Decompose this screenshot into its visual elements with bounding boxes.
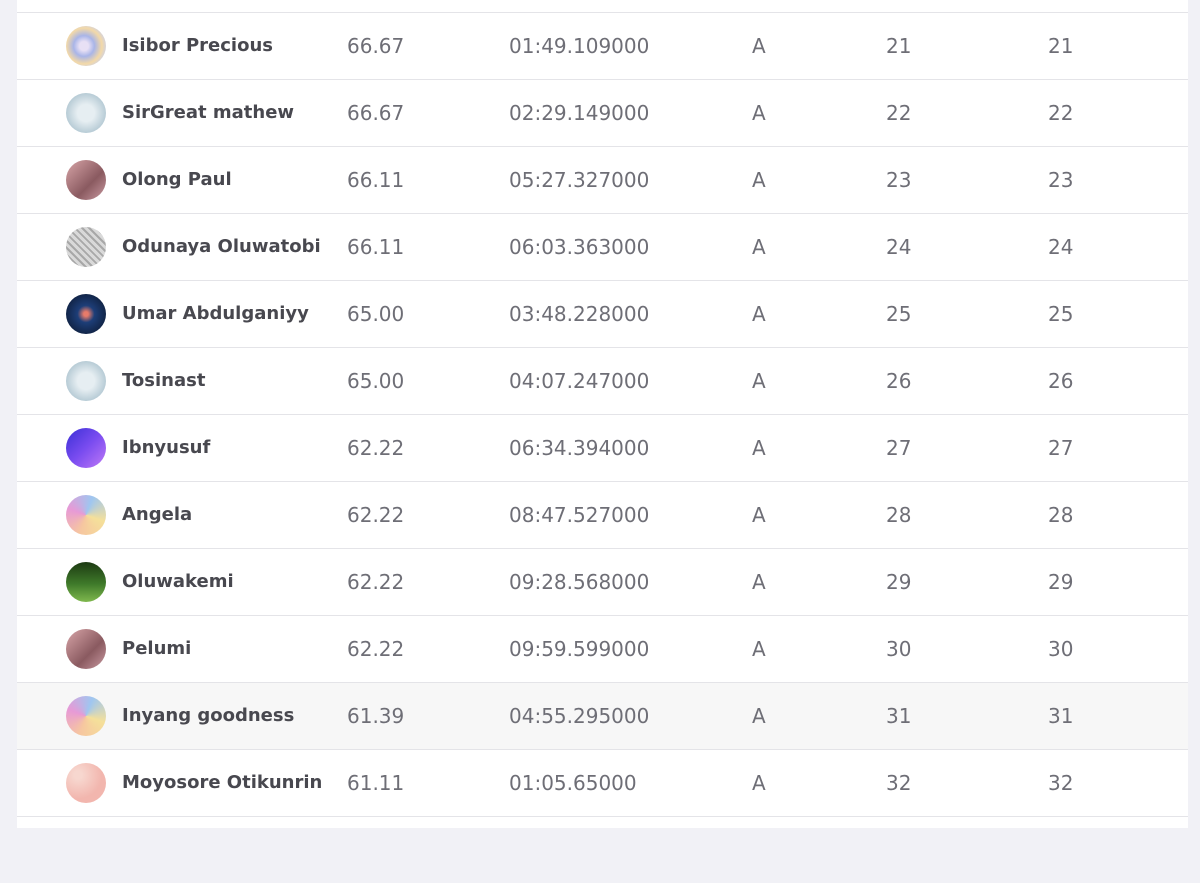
time: 01:49.109000 <box>509 34 650 58</box>
table-row: Odunaya Oluwatobi 66.11 06:03.363000 A 24 24 <box>17 213 1188 280</box>
avatar <box>66 696 106 736</box>
grade: A <box>752 101 766 125</box>
table-row: Isibor Precious 66.67 01:49.109000 A 21 21 <box>17 12 1188 79</box>
avatar <box>66 562 106 602</box>
grade: A <box>752 503 766 527</box>
time: 01:05.65000 <box>509 771 637 795</box>
time: 02:29.149000 <box>509 101 650 125</box>
score: 61.11 <box>347 771 405 795</box>
position: 24 <box>1048 235 1074 259</box>
grade: A <box>752 369 766 393</box>
score: 65.00 <box>347 369 405 393</box>
position: 22 <box>1048 101 1074 125</box>
user-name: Tosinast <box>122 370 206 391</box>
time: 06:34.394000 <box>509 436 650 460</box>
position: 28 <box>1048 503 1074 527</box>
avatar <box>66 495 106 535</box>
time: 04:07.247000 <box>509 369 650 393</box>
grade: A <box>752 235 766 259</box>
time: 09:28.568000 <box>509 570 650 594</box>
user-name: Moyosore Otikunrin <box>122 772 323 793</box>
avatar <box>66 93 106 133</box>
rank: 28 <box>886 503 912 527</box>
avatar <box>66 227 106 267</box>
time: 06:03.363000 <box>509 235 650 259</box>
score: 66.67 <box>347 34 405 58</box>
rank: 31 <box>886 704 912 728</box>
rank: 27 <box>886 436 912 460</box>
grade: A <box>752 436 766 460</box>
user-name: Olong Paul <box>122 169 232 190</box>
avatar <box>66 629 106 669</box>
table-row: SirGreat mathew 66.67 02:29.149000 A 22 22 <box>17 79 1188 146</box>
score: 62.22 <box>347 503 405 527</box>
rank: 32 <box>886 771 912 795</box>
time: 05:27.327000 <box>509 168 650 192</box>
table-row: Tosinast 65.00 04:07.247000 A 26 26 <box>17 347 1188 414</box>
rank: 21 <box>886 34 912 58</box>
grade: A <box>752 168 766 192</box>
user-name: SirGreat mathew <box>122 102 295 123</box>
time: 04:55.295000 <box>509 704 650 728</box>
table-row: Angela 62.22 08:47.527000 A 28 28 <box>17 481 1188 548</box>
score: 61.39 <box>347 704 405 728</box>
user-name: Isibor Precious <box>122 35 273 56</box>
table-row: Moyosore Otikunrin 61.11 01:05.65000 A 32 32 <box>17 749 1188 816</box>
grade: A <box>752 704 766 728</box>
rank: 30 <box>886 637 912 661</box>
user-name: Oluwakemi <box>122 571 234 592</box>
grade: A <box>752 637 766 661</box>
score: 65.00 <box>347 302 405 326</box>
time: 03:48.228000 <box>509 302 650 326</box>
page: Isibor Precious 66.67 01:49.109000 A 21 21 Sir… <box>17 0 1188 828</box>
user-name: Umar Abdulganiyy <box>122 303 309 324</box>
grade: A <box>752 570 766 594</box>
score: 66.11 <box>347 168 405 192</box>
position: 21 <box>1048 34 1074 58</box>
user-name: Angela <box>122 504 193 525</box>
table-row: Olong Paul 66.11 05:27.327000 A 23 23 <box>17 146 1188 213</box>
position: 23 <box>1048 168 1074 192</box>
rank: 24 <box>886 235 912 259</box>
score: 62.22 <box>347 637 405 661</box>
time: 09:59.599000 <box>509 637 650 661</box>
rank: 25 <box>886 302 912 326</box>
score: 66.67 <box>347 101 405 125</box>
table-row: Ibnyusuf 62.22 06:34.394000 A 27 27 <box>17 414 1188 481</box>
rank: 23 <box>886 168 912 192</box>
user-name: Odunaya Oluwatobi <box>122 236 321 257</box>
score: 66.11 <box>347 235 405 259</box>
table-row: Umar Abdulganiyy 65.00 03:48.228000 A 25 25 <box>17 280 1188 347</box>
rank: 22 <box>886 101 912 125</box>
table-row: Pelumi 62.22 09:59.599000 A 30 30 <box>17 615 1188 682</box>
time: 08:47.527000 <box>509 503 650 527</box>
position: 29 <box>1048 570 1074 594</box>
table-row-divider <box>17 816 1188 883</box>
position: 30 <box>1048 637 1074 661</box>
avatar <box>66 428 106 468</box>
score: 62.22 <box>347 436 405 460</box>
avatar <box>66 160 106 200</box>
grade: A <box>752 302 766 326</box>
position: 31 <box>1048 704 1074 728</box>
table-row: Oluwakemi 62.22 09:28.568000 A 29 29 <box>17 548 1188 615</box>
avatar <box>66 294 106 334</box>
table-row: Inyang goodness 61.39 04:55.295000 A 31 31 <box>17 682 1188 749</box>
grade: A <box>752 34 766 58</box>
leaderboard-table: Isibor Precious 66.67 01:49.109000 A 21 21 Sir… <box>17 0 1188 828</box>
position: 27 <box>1048 436 1074 460</box>
user-name: Ibnyusuf <box>122 437 211 458</box>
user-name: Pelumi <box>122 638 192 659</box>
position: 25 <box>1048 302 1074 326</box>
score: 62.22 <box>347 570 405 594</box>
rank: 26 <box>886 369 912 393</box>
rank: 29 <box>886 570 912 594</box>
position: 26 <box>1048 369 1074 393</box>
grade: A <box>752 771 766 795</box>
avatar <box>66 361 106 401</box>
avatar <box>66 26 106 66</box>
position: 32 <box>1048 771 1074 795</box>
user-name: Inyang goodness <box>122 705 295 726</box>
avatar <box>66 763 106 803</box>
